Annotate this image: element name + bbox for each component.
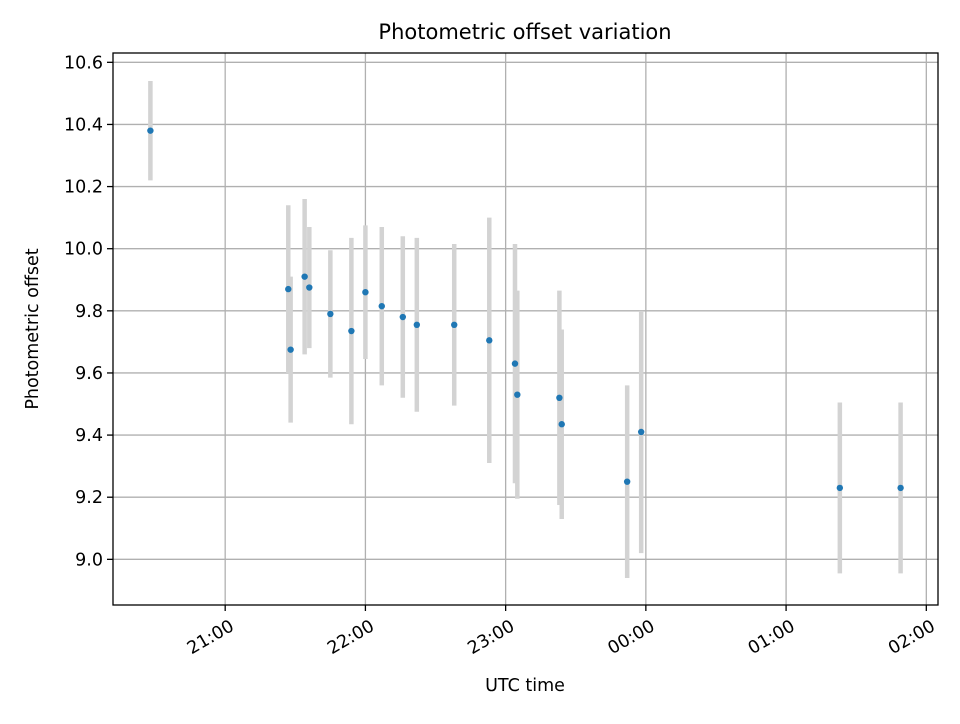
y-axis-label: Photometric offset xyxy=(23,248,43,409)
data-point xyxy=(514,391,521,398)
plot-frame xyxy=(112,52,939,606)
data-point xyxy=(511,360,519,367)
grid-layer xyxy=(113,53,938,605)
y-tick-label: 10.2 xyxy=(64,178,103,198)
data-point xyxy=(897,484,904,492)
data-point xyxy=(287,346,294,353)
y-tick-label: 10.0 xyxy=(64,240,103,260)
data-point xyxy=(378,302,385,310)
y-tick-label: 9.6 xyxy=(75,364,103,384)
y-tick-label: 10.6 xyxy=(64,53,103,73)
point-layer xyxy=(147,127,904,492)
data-point xyxy=(623,478,631,485)
y-tick-label: 9.0 xyxy=(75,550,103,570)
chart-title: Photometric offset variation xyxy=(378,20,671,44)
data-point xyxy=(348,327,355,335)
data-point xyxy=(558,421,565,428)
y-tick-label: 9.8 xyxy=(75,302,103,322)
data-point xyxy=(637,428,645,436)
y-tick-label: 10.4 xyxy=(64,115,103,135)
data-point xyxy=(362,288,369,296)
data-point xyxy=(306,284,313,291)
data-point xyxy=(451,321,458,329)
data-point xyxy=(413,321,421,329)
y-tick-label: 9.4 xyxy=(75,426,103,446)
data-point xyxy=(147,127,154,134)
data-point xyxy=(327,310,334,318)
data-point xyxy=(486,337,493,344)
y-tick-label: 9.2 xyxy=(75,488,103,508)
y-axis-ticks: 9.0 9.2 9.4 9.6 9.8 10.0 10.2 10.4 10.6 xyxy=(64,53,113,570)
data-point xyxy=(399,313,407,321)
x-axis-label: UTC time xyxy=(485,676,565,696)
data-point xyxy=(285,285,292,293)
data-point xyxy=(556,394,563,402)
data-point xyxy=(836,484,844,492)
data-point xyxy=(301,273,308,280)
